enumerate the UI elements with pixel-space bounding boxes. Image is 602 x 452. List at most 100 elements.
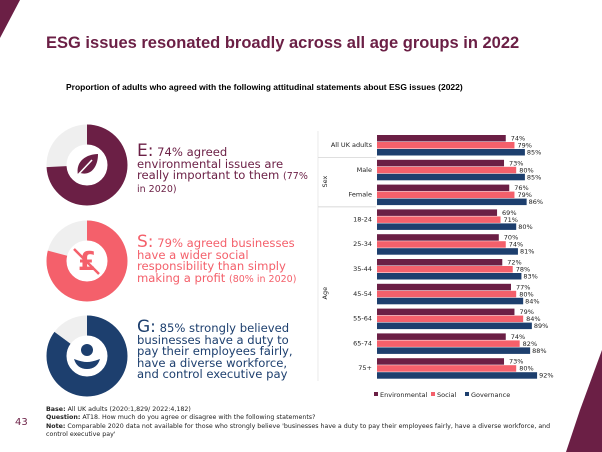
legend-label: Social (437, 391, 456, 399)
bar-environmental (377, 234, 499, 241)
data-label: 73% (509, 159, 523, 167)
statement-letter: S: (137, 232, 154, 252)
data-label: 74% (511, 135, 525, 143)
bar-governance (377, 322, 532, 330)
category-label: 25-34 (353, 240, 372, 248)
corner-decoration-top (0, 0, 20, 38)
category-label: 65-74 (353, 339, 372, 347)
data-label: 74% (509, 241, 523, 249)
data-label: 85% (527, 173, 541, 181)
statement-environmental: E: 74% agreed environmental issues are r… (137, 143, 312, 195)
bar-governance (377, 198, 527, 206)
bar-environmental (377, 333, 506, 340)
data-label: 78% (516, 266, 530, 274)
data-label: 83% (523, 273, 537, 281)
data-label: 88% (532, 347, 546, 355)
data-label: 81% (520, 248, 534, 256)
statement-social: S: 79% agreed businesses have a wider so… (137, 234, 312, 285)
bar-governance (377, 297, 524, 305)
data-label: 85% (527, 149, 541, 157)
bar-social (377, 216, 501, 223)
category-label: 35-44 (353, 265, 372, 273)
data-label: 82% (523, 340, 537, 348)
leaf-icon (74, 154, 98, 179)
bar-social (377, 290, 517, 298)
data-label: 79% (519, 308, 533, 316)
data-label: 92% (539, 372, 553, 380)
data-label: 70% (504, 234, 518, 242)
bar-governance (377, 173, 525, 181)
data-label: 80% (519, 365, 533, 373)
bar-social (377, 166, 517, 174)
legend-swatch (431, 392, 435, 396)
category-label: 18-24 (353, 215, 372, 223)
donut-social: £ (46, 220, 128, 302)
footnote-note: Note: Comparable 2020 data not available… (46, 422, 551, 439)
bar-social (377, 340, 520, 347)
bar-social (377, 142, 515, 149)
category-label: Female (348, 191, 372, 199)
data-label: 76% (514, 184, 528, 192)
bar-social (377, 241, 506, 248)
statement-letter: E: (137, 141, 154, 161)
bar-governance (377, 149, 525, 156)
data-label: 77% (516, 283, 530, 291)
category-label: 55-64 (353, 315, 372, 323)
statement-governance: G: 85% strongly believed businesses have… (137, 319, 312, 382)
bar-environmental (377, 209, 498, 216)
donut-arc (46, 124, 128, 206)
legend-label: Governance (471, 391, 510, 399)
donut-arc (46, 220, 128, 302)
data-label: 84% (525, 297, 539, 305)
bar-environmental (377, 358, 505, 365)
bar-environmental (377, 159, 505, 167)
person-icon (74, 344, 100, 369)
bar-environmental (377, 259, 503, 266)
group-label: Age (321, 287, 329, 300)
bar-social (377, 365, 517, 372)
donut-governance (46, 315, 128, 397)
statement-letter: G: (137, 317, 156, 337)
bar-governance (377, 273, 522, 280)
data-label: 69% (502, 209, 516, 217)
page-title: ESG issues resonated broadly across all … (46, 34, 520, 52)
data-label: 74% (511, 333, 525, 341)
bar-social (377, 266, 513, 273)
statement-note: (80% in 2020) (229, 273, 297, 285)
footnotes: Base: All UK adults (2020:1,829/ 2022:4,… (46, 406, 566, 440)
data-label: 80% (519, 290, 533, 298)
data-label: 73% (509, 358, 523, 366)
footnote-base: Base: All UK adults (2020:1,829/ 2022:4,… (46, 406, 191, 413)
statement-text: 79% agreed businesses have a wider socia… (137, 236, 295, 285)
category-label: 45-54 (353, 290, 372, 298)
bar-social (377, 191, 515, 199)
bar-governance (377, 248, 518, 255)
chart-subtitle: Proportion of adults who agreed with the… (66, 82, 463, 92)
bar-environmental (377, 283, 511, 291)
bar-governance (377, 223, 517, 230)
footnote-question: Question: AT18. How much do you agree or… (46, 414, 316, 422)
data-label: 80% (519, 166, 533, 174)
bar-environmental (377, 308, 515, 316)
bar-governance (377, 372, 538, 379)
statement-note: (77% in 2020) (137, 171, 308, 195)
legend-label: Environmental (380, 391, 427, 399)
statement-text: 85% strongly believed businesses have a … (137, 321, 293, 381)
data-label: 72% (507, 259, 521, 267)
data-label: 84% (526, 315, 540, 323)
legend-swatch (374, 392, 378, 396)
data-label: 79% (517, 191, 531, 199)
page-number: 43 (15, 417, 28, 428)
data-label: 89% (534, 322, 548, 330)
bar-environmental (377, 184, 510, 192)
data-label: 86% (529, 198, 543, 206)
category-label: All UK adults (331, 141, 373, 149)
data-label: 79% (517, 142, 531, 150)
group-label: Sex (321, 176, 329, 188)
bar-governance (377, 347, 531, 354)
data-label: 71% (504, 216, 518, 224)
bar-environmental (377, 135, 506, 142)
crossed-pound-icon: £ (73, 247, 100, 277)
